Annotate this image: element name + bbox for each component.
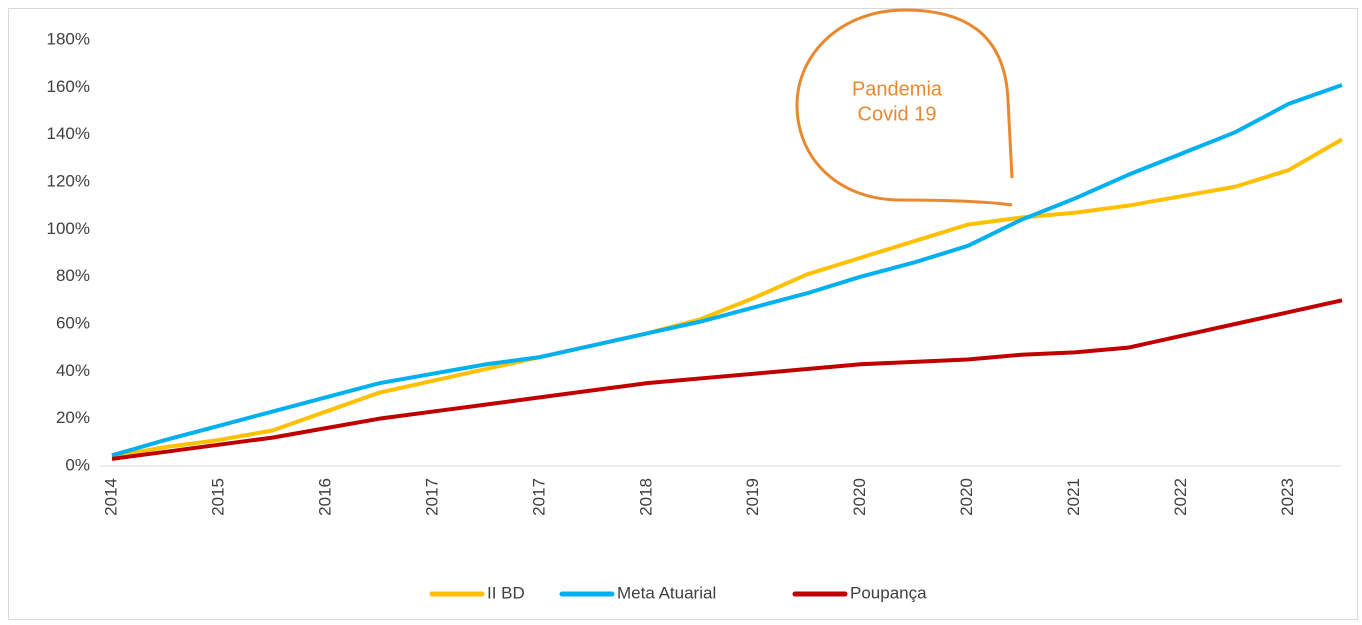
x-tick-label: 2015: [208, 478, 227, 516]
x-tick-label: 2017: [529, 478, 548, 516]
x-tick-label: 2017: [422, 478, 441, 516]
legend-label: II BD: [487, 583, 525, 602]
y-tick-label: 100%: [47, 219, 90, 238]
annotation-text: Pandemia: [852, 78, 943, 100]
y-tick-label: 60%: [56, 313, 90, 332]
x-tick-label: 2018: [636, 478, 655, 516]
y-tick-label: 80%: [56, 266, 90, 285]
callout-bubble: [795, 8, 1014, 207]
x-tick-label: 2023: [1278, 478, 1297, 516]
y-tick-label: 0%: [65, 455, 90, 474]
x-tick-label: 2022: [1171, 478, 1190, 516]
chart-frame: [8, 8, 1358, 620]
x-tick-label: 2019: [743, 478, 762, 516]
legend-label: Meta Atuarial: [617, 583, 716, 602]
y-tick-label: 120%: [47, 171, 90, 190]
x-tick-label: 2021: [1064, 478, 1083, 516]
y-tick-label: 20%: [56, 408, 90, 427]
x-tick-label: 2020: [957, 478, 976, 516]
series-line: [111, 298, 1343, 461]
legend-label: Poupança: [850, 583, 927, 602]
y-tick-label: 40%: [56, 361, 90, 380]
x-tick-label: 2016: [315, 478, 334, 516]
y-tick-label: 160%: [47, 77, 90, 96]
series-line: [111, 83, 1343, 458]
y-tick-label: 140%: [47, 124, 90, 143]
x-tick-label: 2014: [101, 478, 120, 516]
y-tick-label: 180%: [47, 29, 90, 48]
series-line: [111, 137, 1343, 459]
x-tick-label: 2020: [850, 478, 869, 516]
annotation-text: Covid 19: [858, 103, 937, 125]
